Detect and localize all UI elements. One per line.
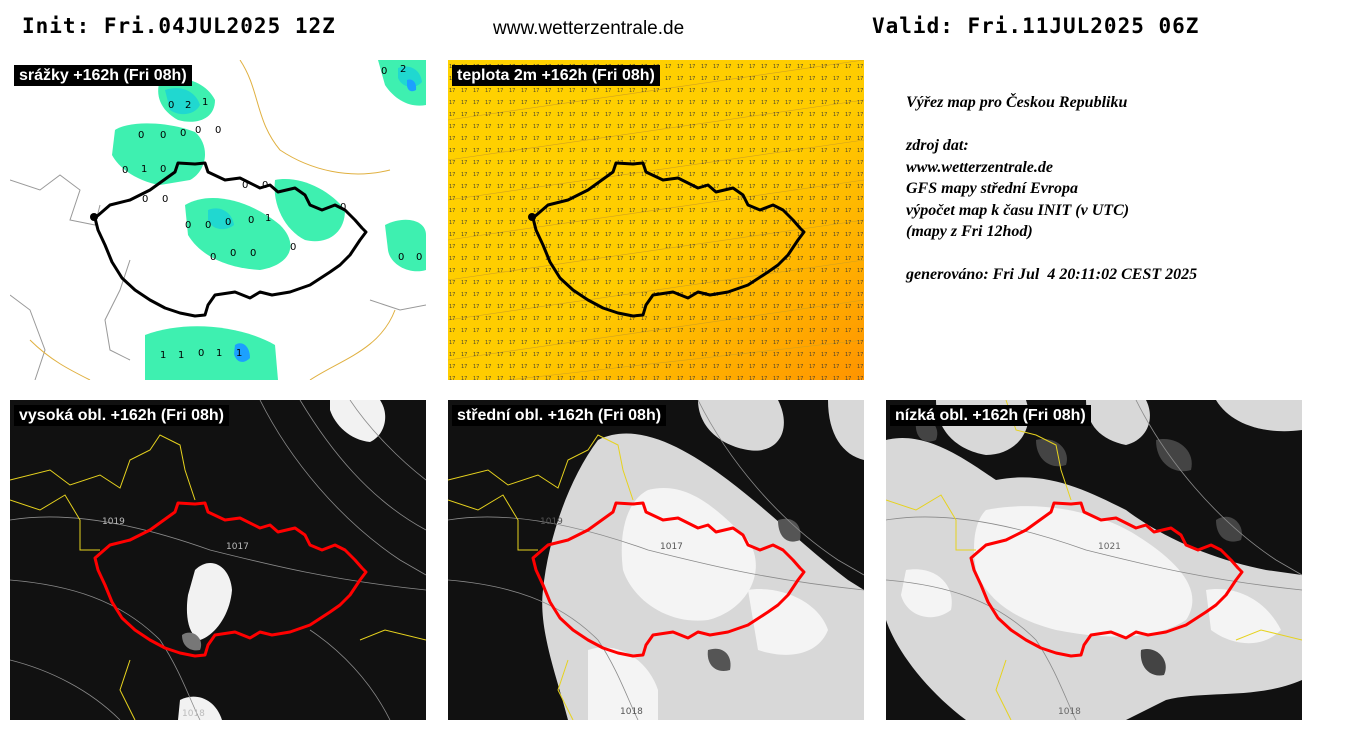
svg-text:1: 1 — [178, 350, 184, 361]
svg-text:0: 0 — [398, 252, 404, 263]
svg-text:0: 0 — [160, 130, 166, 141]
temp-map: 17 — [448, 60, 864, 380]
info-generated: generováno: Fri Jul 4 20:11:02 CEST 2025 — [906, 266, 1198, 283]
isobar-label: 1017 — [660, 542, 683, 552]
svg-text:0: 0 — [416, 252, 422, 263]
svg-text:0: 0 — [138, 130, 144, 141]
svg-text:0: 0 — [142, 194, 148, 205]
info-maps-from: (mapy z Fri 12hod) — [906, 223, 1033, 240]
high-cloud-panel-title: vysoká obl. +162h (Fri 08h) — [14, 405, 229, 426]
isobar-label: 1017 — [226, 542, 249, 552]
precip-panel-title: srážky +162h (Fri 08h) — [14, 65, 192, 86]
svg-text:0: 0 — [215, 125, 221, 136]
low-cloud-panel-title: nízká obl. +162h (Fri 08h) — [890, 405, 1091, 426]
svg-text:1: 1 — [160, 350, 166, 361]
svg-text:0: 0 — [242, 180, 248, 191]
info-calc: výpočet map k času INIT (v UTC) — [906, 201, 1130, 219]
mid-cloud-panel: 1019 1017 1018 střední obl. +162h (Fri 0… — [448, 400, 864, 720]
svg-text:0: 0 — [340, 202, 346, 213]
isobar-label: 1018 — [620, 707, 643, 717]
info-text-block: Výřez map pro Českou Republiku zdroj dat… — [906, 92, 1336, 286]
svg-text:0: 0 — [210, 252, 216, 263]
svg-text:2: 2 — [400, 64, 406, 75]
info-title: Výřez map pro Českou Republiku — [906, 94, 1128, 111]
svg-text:0: 0 — [162, 194, 168, 205]
info-model: GFS mapy střední Evropa — [906, 180, 1079, 197]
svg-text:0: 0 — [381, 66, 387, 77]
isobar-label: 1018 — [1058, 707, 1081, 717]
svg-text:0: 0 — [262, 180, 268, 191]
isobar-label: 1019 — [102, 517, 125, 527]
svg-text:0: 0 — [122, 165, 128, 176]
svg-text:0: 0 — [160, 164, 166, 175]
svg-text:1: 1 — [265, 213, 271, 224]
svg-text:0: 0 — [225, 217, 231, 228]
info-source-label: zdroj dat: — [906, 137, 969, 154]
svg-text:0: 0 — [290, 242, 296, 253]
svg-text:0: 0 — [250, 248, 256, 259]
isobar-label: 1019 — [540, 517, 563, 527]
svg-text:0: 0 — [205, 220, 211, 231]
svg-text:1: 1 — [236, 348, 242, 359]
mid-cloud-panel-title: střední obl. +162h (Fri 08h) — [452, 405, 667, 426]
svg-text:2: 2 — [185, 100, 191, 111]
high-cloud-map: 1019 1017 1018 — [10, 400, 426, 720]
svg-text:0: 0 — [195, 125, 201, 136]
mid-cloud-map: 1019 1017 1018 — [448, 400, 864, 720]
init-time-label: Init: Fri.04JUL2025 12Z — [22, 14, 336, 38]
isobar-label: 1018 — [182, 709, 205, 719]
low-cloud-panel: 1021 1018 nízká obl. +162h (Fri 08h) — [886, 400, 1302, 720]
svg-text:1: 1 — [216, 348, 222, 359]
info-source-url[interactable]: www.wetterzentrale.de — [906, 158, 1053, 176]
svg-text:1: 1 — [141, 164, 147, 175]
svg-text:0: 0 — [248, 215, 254, 226]
svg-text:1: 1 — [202, 97, 208, 108]
svg-text:0: 0 — [168, 100, 174, 111]
low-cloud-map: 1021 1018 — [886, 400, 1302, 720]
high-cloud-panel: 1019 1017 1018 vysoká obl. +162h (Fri 08… — [10, 400, 426, 720]
svg-text:0: 0 — [180, 128, 186, 139]
isobar-label: 1021 — [1098, 542, 1121, 552]
svg-text:0: 0 — [230, 248, 236, 259]
temp-panel-title: teplota 2m +162h (Fri 08h) — [452, 65, 660, 86]
site-name[interactable]: www.wetterzentrale.de — [493, 18, 685, 39]
temp-map-panel: 17 teplota 2m +162h (Fri 08h) — [448, 60, 864, 380]
valid-time-label: Valid: Fri.11JUL2025 06Z — [872, 14, 1200, 38]
svg-text:0: 0 — [185, 220, 191, 231]
svg-text:0: 0 — [198, 348, 204, 359]
